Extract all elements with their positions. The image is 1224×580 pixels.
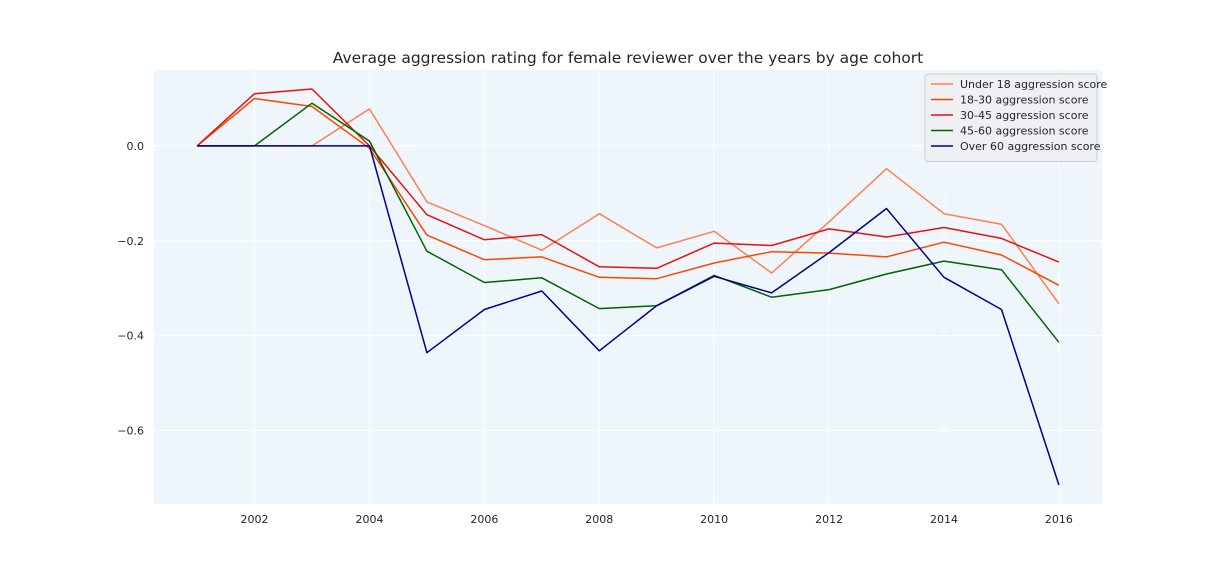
legend: Under 18 aggression score 18-30 aggressio… (924, 73, 1108, 162)
legend-label: Under 18 aggression score (960, 78, 1108, 91)
series-line-2 (196, 97, 1060, 286)
x-tick-label: 2016 (1045, 513, 1073, 526)
legend-label: 30-45 aggression score (960, 109, 1089, 122)
legend-box (924, 73, 1098, 162)
x-tick-label: 2006 (470, 513, 498, 526)
y-tick-label: −0.4 (117, 330, 144, 343)
legend-label: 18-30 aggression score (960, 94, 1089, 107)
x-tick-label: 2014 (930, 513, 958, 526)
series-line-4 (197, 102, 1060, 343)
series-line-5 (197, 145, 1060, 486)
legend-label: 45-60 aggression score (960, 125, 1089, 138)
series-lines (196, 88, 1060, 486)
y-tick-label: 0.0 (127, 140, 145, 153)
x-tick-label: 2012 (815, 513, 843, 526)
y-tick-label: −0.6 (117, 424, 144, 437)
legend-label: Over 60 aggression score (960, 140, 1101, 153)
x-tick-label: 2002 (241, 513, 269, 526)
x-axis-ticks: 2002 2004 2006 2008 2010 2012 2014 2016 (241, 513, 1073, 526)
y-tick-label: −0.2 (117, 235, 144, 248)
x-tick-label: 2010 (700, 513, 728, 526)
x-tick-label: 2004 (355, 513, 383, 526)
series-line-3 (196, 88, 1060, 270)
chart-title: Average aggression rating for female rev… (333, 49, 924, 67)
y-axis-ticks: 0.0 −0.2 −0.4 −0.6 (117, 140, 144, 438)
x-tick-label: 2008 (585, 513, 613, 526)
